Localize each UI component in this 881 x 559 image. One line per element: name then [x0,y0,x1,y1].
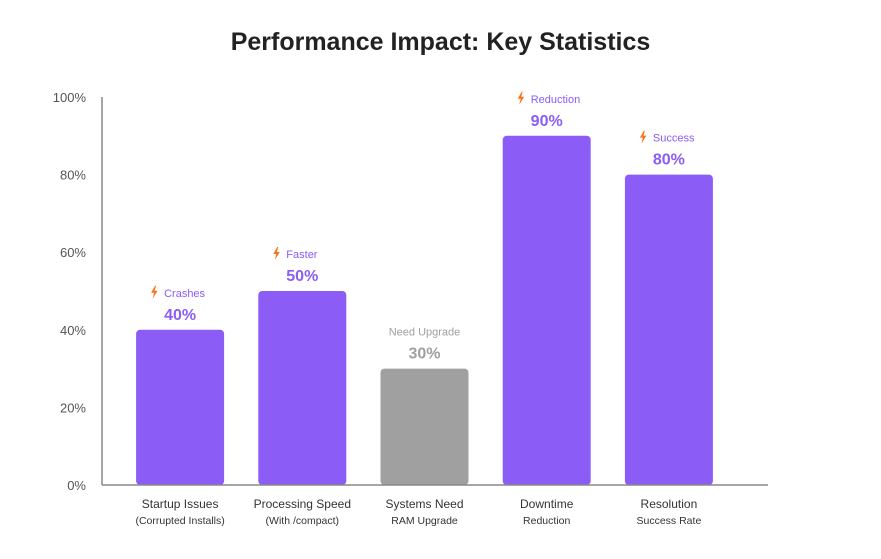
x-category-sublabel: Success Rate [637,515,702,527]
y-tick-label: 60% [60,245,86,260]
x-category-label: Startup Issues [142,497,219,511]
lightning-icon [517,91,525,105]
chart-title: Performance Impact: Key Statistics [230,28,651,56]
x-category-sublabel: (With /compact) [266,515,340,527]
annotation-label: Success [653,133,695,145]
bars: 40% Crashes 50% Faster 30% Need Upgrade 90% Red… [136,91,713,486]
x-category-label: Downtime [520,497,574,511]
lightning-icon [273,247,280,260]
annotation-label: Faster [286,249,318,261]
lightning-icon-shape [639,130,647,144]
x-category-sublabel: RAM Upgrade [391,515,458,527]
annotation-label: Reduction [531,94,581,106]
x-category-label: Processing Speed [254,497,351,511]
value-label: 90% [531,113,563,130]
y-tick-label: 20% [60,400,86,415]
x-category-sublabel: Reduction [523,515,570,527]
lightning-icon [151,285,158,299]
bar [624,174,713,485]
annotation-label: Need Upgrade [389,327,461,339]
y-tick-label: 80% [60,168,86,183]
value-label: 30% [408,346,440,363]
value-label: 80% [653,152,685,169]
bar [258,291,347,485]
lightning-icon-shape [273,247,280,260]
x-category-label: Resolution [641,497,698,511]
lightning-icon-shape [517,91,525,105]
bar [380,368,469,485]
value-label: 40% [164,307,196,324]
y-tick-label: 0% [67,478,86,493]
value-label: 50% [286,268,318,285]
x-axis: Startup Issues (Corrupted Installs) Proces… [102,484,768,527]
bar [136,329,225,485]
x-category-sublabel: (Corrupted Installs) [135,515,224,527]
y-tick-label: 40% [60,323,86,338]
bar [502,135,591,486]
x-category-label: Systems Need [385,497,463,511]
lightning-icon-shape [151,285,158,299]
y-axis: 0% 20% 40% 60% 80% 100% [53,90,103,493]
lightning-icon [639,130,647,144]
y-tick-label: 100% [53,90,87,105]
annotation-label: Crashes [164,288,205,300]
